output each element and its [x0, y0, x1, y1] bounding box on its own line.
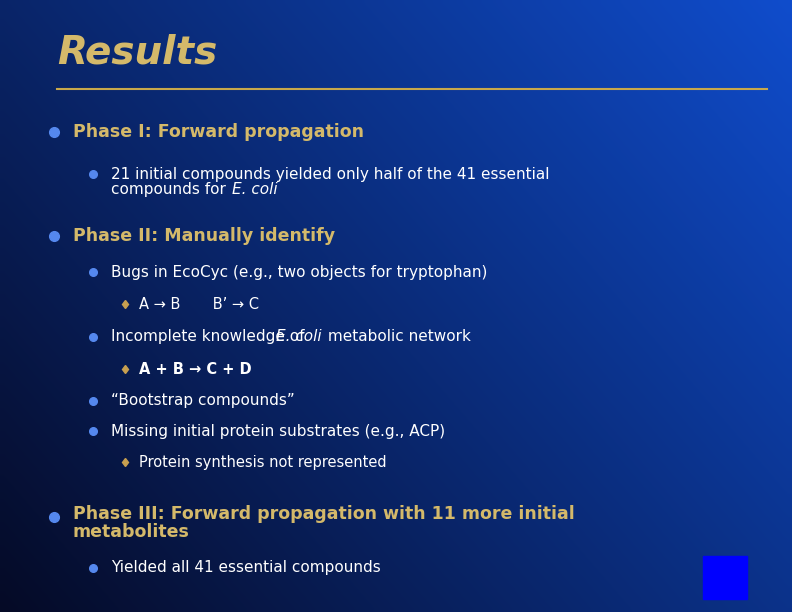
Text: Missing initial protein substrates (e.g., ACP): Missing initial protein substrates (e.g.… [111, 424, 445, 439]
Text: Bugs in EcoCyc (e.g., two objects for tryptophan): Bugs in EcoCyc (e.g., two objects for tr… [111, 265, 487, 280]
Text: Yielded all 41 essential compounds: Yielded all 41 essential compounds [111, 561, 381, 575]
Text: A → B       B’ → C: A → B B’ → C [139, 297, 259, 312]
Text: “Bootstrap compounds”: “Bootstrap compounds” [111, 394, 295, 408]
Text: E. coli: E. coli [276, 329, 322, 344]
Text: Phase II: Manually identify: Phase II: Manually identify [73, 226, 335, 245]
Text: Phase I: Forward propagation: Phase I: Forward propagation [73, 122, 364, 141]
Text: Results: Results [57, 33, 217, 71]
Text: A + B → C + D: A + B → C + D [139, 362, 251, 376]
Bar [703, 556, 747, 599]
Text: compounds for: compounds for [111, 182, 230, 197]
Text: E. coli: E. coli [232, 182, 278, 197]
Text: Incomplete knowledge of: Incomplete knowledge of [111, 329, 309, 344]
Text: metabolites: metabolites [73, 523, 190, 542]
Text: Phase III: Forward propagation with 11 more initial: Phase III: Forward propagation with 11 m… [73, 505, 575, 523]
Text: metabolic network: metabolic network [323, 329, 471, 344]
Text: Protein synthesis not represented: Protein synthesis not represented [139, 455, 386, 469]
Text: 21 initial compounds yielded only half of the 41 essential: 21 initial compounds yielded only half o… [111, 167, 550, 182]
